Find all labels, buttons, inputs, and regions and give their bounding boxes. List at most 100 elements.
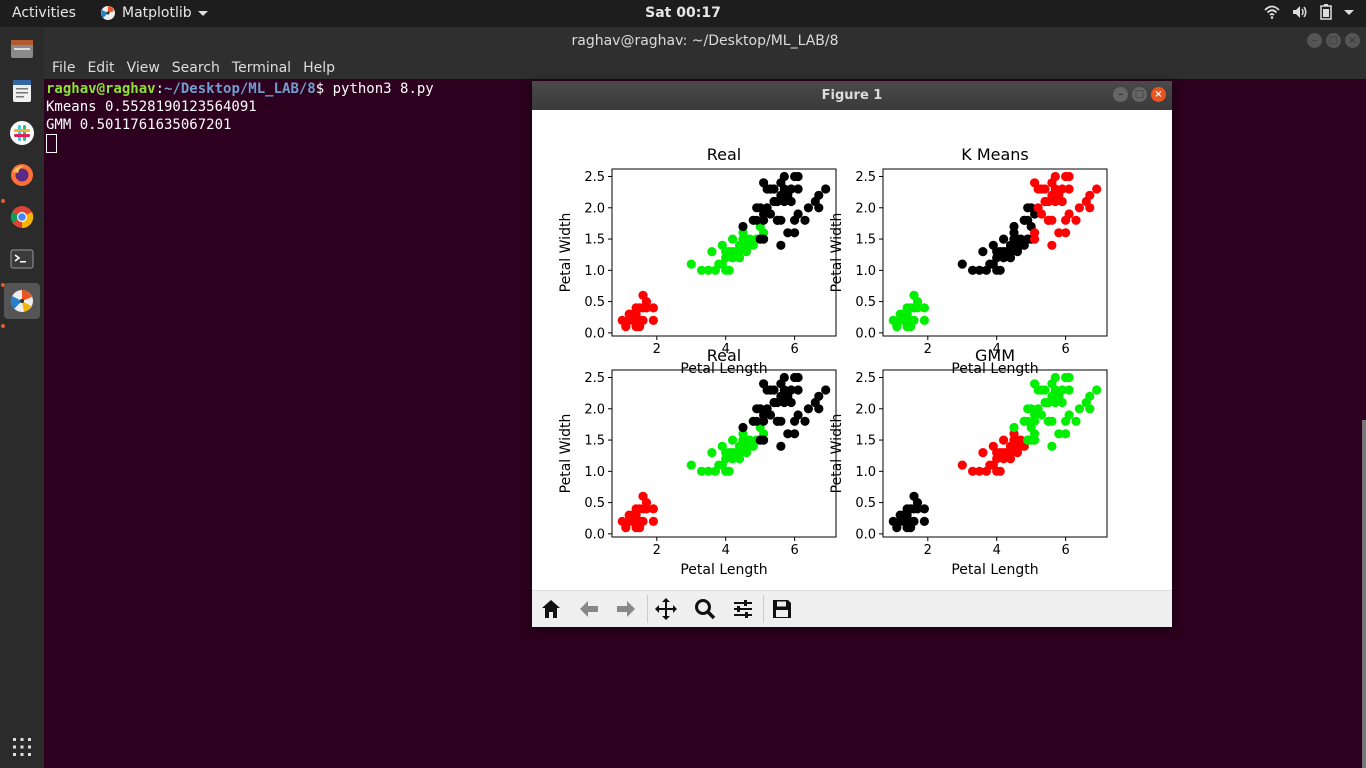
data-point [821,385,831,395]
subplot-title: GMM [975,346,1015,365]
y-tick-label: 2.0 [855,201,876,216]
dock-firefox[interactable] [4,157,40,193]
data-point [710,265,720,275]
maximize-button[interactable]: □ [1326,33,1341,48]
dock-chrome[interactable] [4,199,40,235]
y-tick-label: 0.0 [855,326,876,341]
sliders-icon [734,600,752,618]
close-button[interactable]: × [1151,87,1166,102]
menu-view[interactable]: View [126,60,160,76]
minimize-button[interactable]: – [1113,87,1128,102]
data-point [1064,209,1074,219]
y-tick-label: 0.0 [855,527,876,542]
y-tick-label: 2.0 [584,201,605,216]
x-tick-label: 2 [924,342,932,357]
save-icon [773,600,791,618]
dock-terminal[interactable] [4,241,40,277]
data-point [1033,203,1043,213]
figure-titlebar[interactable]: Figure 1 – □ × [532,81,1172,110]
menu-edit[interactable]: Edit [87,60,115,76]
data-point [738,221,748,232]
y-tick-label: 0.5 [584,295,605,310]
dock-text-editor[interactable] [4,73,40,109]
data-point [721,454,731,464]
data-point [814,391,824,401]
subplot-title: Real [707,346,742,365]
x-tick-label: 2 [924,543,932,558]
data-point [1019,215,1029,225]
data-point [762,203,772,213]
menu-search[interactable]: Search [171,60,220,76]
data-point [1040,385,1050,395]
data-point [1074,203,1084,213]
close-button[interactable]: × [1345,33,1360,48]
dock-files[interactable] [4,31,40,67]
data-point [1064,184,1074,194]
data-point [909,290,919,300]
terminal-scrollbar[interactable] [1362,420,1366,768]
dock-show-apps[interactable] [4,729,40,765]
activities-button[interactable]: Activities [12,5,76,21]
minimize-button[interactable]: – [1307,33,1322,48]
output-line-gmm: GMM 0.5011761635067201 [46,117,232,133]
configure-subplots-button[interactable] [730,597,756,621]
y-tick-label: 1.0 [584,465,605,480]
data-point [814,404,824,414]
data-point [707,247,717,257]
dock [0,27,45,768]
data-point [617,315,627,325]
menu-terminal[interactable]: Terminal [231,60,292,76]
clock[interactable]: Sat 00:17 [645,5,721,21]
data-point [793,171,803,182]
matplotlib-icon [10,290,33,312]
menu-help[interactable]: Help [303,60,335,76]
data-point [759,416,769,426]
data-point [1054,429,1064,439]
zoom-button[interactable] [692,597,718,621]
back-button[interactable] [576,597,602,621]
move-icon [655,598,677,620]
data-point [995,265,1005,275]
save-button[interactable] [769,597,795,621]
data-point [1012,448,1022,458]
data-point [919,303,929,313]
data-point [762,385,772,395]
data-point [728,435,738,445]
data-point [741,240,751,250]
y-tick-label: 0.0 [584,326,605,341]
figure-window-controls: – □ × [1113,87,1166,102]
app-menu[interactable]: Matplotlib [100,5,208,21]
output-line-kmeans: Kmeans 0.5528190123564091 [46,99,257,115]
pan-button[interactable] [653,597,679,621]
y-tick-label: 1.0 [584,264,605,279]
forward-button[interactable] [613,597,639,621]
x-tick-label: 6 [1062,342,1070,357]
data-point [1043,416,1053,426]
x-tick-label: 2 [653,342,661,357]
dock-slack[interactable] [4,115,40,151]
dock-matplotlib[interactable] [4,283,40,319]
y-tick-label: 1.5 [584,233,605,248]
prompt-end: $ [315,81,333,97]
system-tray[interactable] [1264,4,1354,20]
menu-file[interactable]: File [52,60,76,76]
data-point [638,504,648,514]
maximize-button[interactable]: □ [1132,87,1147,102]
data-point [648,516,658,526]
y-tick-label: 1.0 [855,465,876,480]
data-point [1071,215,1081,225]
data-point [776,240,786,250]
data-point [790,429,800,439]
data-point [769,184,779,194]
y-tick-label: 0.0 [584,527,605,542]
x-tick-label: 2 [653,543,661,558]
data-point [957,259,967,269]
data-point [724,265,734,275]
home-button[interactable] [538,597,564,621]
data-point [703,466,714,476]
data-point [1009,228,1019,238]
data-point [738,422,748,433]
data-point [748,416,758,426]
